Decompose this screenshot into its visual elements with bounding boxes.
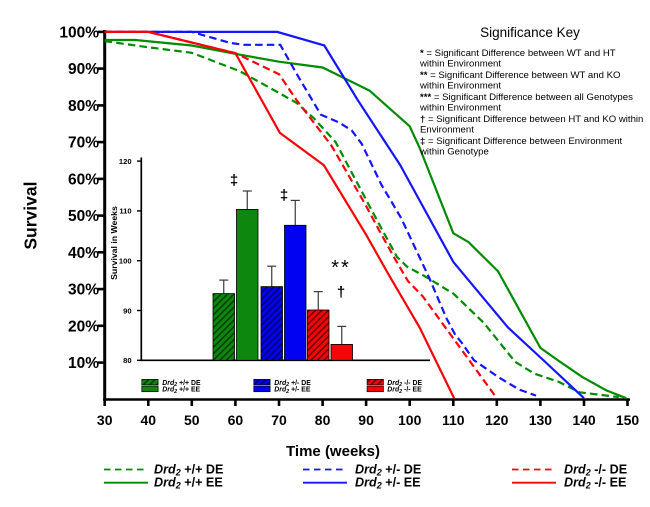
svg-text:Environment: Environment [420, 124, 474, 135]
svg-text:90: 90 [358, 412, 374, 428]
svg-text:** = Significant Difference be: ** = Significant Difference between WT a… [420, 70, 620, 81]
svg-text:110: 110 [442, 412, 465, 428]
svg-text:† = Significant Difference bet: † = Significant Difference between HT an… [420, 114, 643, 125]
svg-text:* = Significant Difference bet: * = Significant Difference between WT an… [420, 48, 616, 59]
svg-text:30%: 30% [68, 282, 99, 299]
svg-text:Survival: Survival [21, 182, 41, 250]
svg-text:20%: 20% [68, 318, 99, 335]
svg-text:50: 50 [184, 412, 200, 428]
svg-text:within Environment: within Environment [419, 80, 501, 91]
svg-text:10%: 10% [68, 355, 99, 372]
svg-text:110: 110 [119, 207, 131, 216]
svg-text:70: 70 [271, 412, 287, 428]
svg-text:‡: ‡ [280, 187, 288, 204]
svg-text:Drd2 +/- DE: Drd2 +/- DE [274, 380, 311, 388]
svg-text:50%: 50% [68, 208, 99, 225]
svg-text:within Environment: within Environment [419, 58, 501, 69]
svg-text:Drd2 +/+ DE: Drd2 +/+ DE [154, 463, 223, 478]
svg-text:‡ = Significant Difference bet: ‡ = Significant Difference between Envir… [420, 136, 623, 147]
svg-text:80: 80 [315, 412, 331, 428]
svg-text:within Genotype: within Genotype [419, 146, 489, 157]
svg-text:Drd2 +/+ DE: Drd2 +/+ DE [162, 380, 201, 388]
svg-text:130: 130 [529, 412, 553, 428]
svg-text:40: 40 [141, 412, 157, 428]
svg-text:60%: 60% [68, 171, 99, 188]
svg-text:Drd2 +/- EE: Drd2 +/- EE [274, 387, 311, 395]
svg-text:40%: 40% [68, 245, 99, 262]
svg-text:100: 100 [119, 257, 132, 266]
svg-text:100%: 100% [59, 24, 99, 41]
svg-text:120: 120 [485, 412, 509, 428]
svg-text:‡: ‡ [230, 172, 238, 189]
svg-text:Drd2 -/- EE: Drd2 -/- EE [387, 387, 422, 395]
svg-text:Time (weeks): Time (weeks) [286, 443, 380, 460]
svg-text:†: † [337, 284, 345, 301]
svg-text:*** = Significant Difference b: *** = Significant Difference between all… [420, 92, 633, 103]
svg-text:Drd2 +/+ EE: Drd2 +/+ EE [154, 475, 223, 490]
svg-text:within Environment: within Environment [419, 102, 501, 113]
svg-text:Drd2 +/- DE: Drd2 +/- DE [355, 463, 421, 478]
svg-text:80: 80 [123, 356, 131, 365]
svg-text:30: 30 [97, 412, 113, 428]
svg-text:Drd2 -/- DE: Drd2 -/- DE [387, 380, 422, 388]
svg-text:60: 60 [228, 412, 244, 428]
svg-text:90%: 90% [68, 61, 99, 78]
svg-text:120: 120 [119, 157, 132, 166]
svg-text:70%: 70% [68, 135, 99, 152]
svg-text:Drd2 -/- DE: Drd2 -/- DE [564, 463, 627, 478]
svg-text:Survival in Weeks: Survival in Weeks [109, 206, 119, 280]
svg-text:Drd2 +/- EE: Drd2 +/- EE [355, 475, 421, 490]
svg-text:100: 100 [398, 412, 422, 428]
svg-text:Drd2 -/- EE: Drd2 -/- EE [564, 475, 626, 490]
svg-text:Drd2 +/+ EE: Drd2 +/+ EE [162, 387, 200, 395]
svg-text:90: 90 [123, 306, 131, 315]
svg-text:**: ** [331, 257, 351, 279]
svg-text:80%: 80% [68, 98, 99, 115]
svg-text:150: 150 [616, 412, 640, 428]
svg-text:140: 140 [572, 412, 596, 428]
svg-text:Significance Key: Significance Key [480, 25, 580, 40]
